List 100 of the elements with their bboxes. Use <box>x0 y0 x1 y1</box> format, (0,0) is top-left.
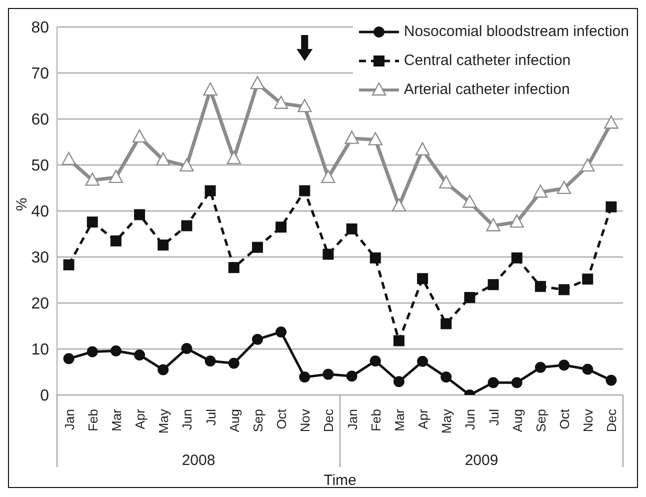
x-tick-label: Jun <box>462 409 478 430</box>
point <box>86 216 98 228</box>
point <box>368 132 382 146</box>
point <box>134 209 146 220</box>
point <box>346 370 358 382</box>
point <box>558 360 570 371</box>
x-tick-label: Feb <box>368 409 384 432</box>
y-tick-label: 80 <box>31 20 50 37</box>
point <box>392 198 406 212</box>
point <box>488 377 499 388</box>
legend-label: Nosocomial bloodstream infection <box>404 23 629 40</box>
point <box>181 343 192 354</box>
point <box>534 280 546 292</box>
y-tick-label: 70 <box>31 66 50 83</box>
x-tick-label: Sep <box>250 409 266 432</box>
y-tick-label: 20 <box>31 296 50 313</box>
text: 2008 <box>182 452 216 469</box>
point <box>156 152 170 166</box>
point <box>393 376 404 388</box>
x-tick-label: Aug <box>226 409 242 432</box>
point <box>606 201 617 212</box>
point <box>415 142 430 156</box>
x-tick-label: Jan <box>344 409 360 430</box>
point <box>203 82 218 96</box>
x-axis-title: Time <box>324 472 356 489</box>
point <box>417 356 428 367</box>
legend-label: Arterial catheter infection <box>404 81 570 98</box>
y-tick-label: 60 <box>31 112 50 129</box>
point <box>556 180 572 194</box>
x-tick-label: Jul <box>203 408 218 426</box>
x-tick-label: Oct <box>274 408 290 430</box>
y-tick-label: 10 <box>31 342 50 359</box>
point <box>204 185 216 196</box>
point <box>533 184 548 198</box>
x-tick-label: Apr <box>132 408 148 430</box>
point <box>606 374 617 386</box>
point <box>252 242 263 253</box>
x-tick-label: Jun <box>180 409 195 430</box>
point <box>274 96 288 109</box>
x-tick-label: Nov <box>580 408 596 432</box>
point <box>486 218 500 232</box>
y-axis-title: % <box>13 198 30 211</box>
point <box>464 292 476 303</box>
y-tick-label: 50 <box>31 158 50 175</box>
point <box>226 150 241 164</box>
point <box>158 364 169 376</box>
point <box>604 116 618 129</box>
point <box>462 194 477 208</box>
point <box>110 235 122 246</box>
point <box>181 220 192 232</box>
point <box>488 279 499 290</box>
legend-label: Central catheter infection <box>404 52 571 69</box>
point <box>510 214 524 228</box>
point <box>534 362 546 373</box>
y-tick-label: 0 <box>40 388 50 405</box>
point <box>62 152 76 166</box>
point <box>321 170 336 184</box>
point <box>228 358 240 369</box>
point <box>252 334 263 345</box>
point <box>346 223 358 234</box>
point <box>250 76 265 90</box>
x-tick-label: Nov <box>298 408 313 432</box>
point <box>511 377 522 388</box>
point <box>86 346 98 358</box>
y-tick-label: 30 <box>31 250 50 267</box>
point <box>299 185 310 196</box>
point <box>370 355 381 366</box>
x-tick-label: Jan <box>62 409 77 430</box>
x-tick-label: Mar <box>392 408 407 432</box>
point <box>322 248 334 260</box>
point <box>228 262 240 274</box>
x-tick-label: Mar <box>108 408 124 432</box>
y-tick-label: 40 <box>31 204 50 221</box>
point <box>440 372 452 383</box>
x-tick-label: Jul <box>486 408 502 426</box>
point <box>582 364 594 375</box>
point <box>180 158 194 172</box>
point <box>511 252 522 264</box>
x-tick-label: Dec <box>321 408 336 432</box>
point <box>63 259 74 270</box>
point <box>440 318 452 330</box>
x-tick-label: Dec <box>604 408 620 432</box>
x-tick-label: Oct <box>557 408 572 430</box>
point <box>204 355 216 366</box>
point <box>344 130 359 144</box>
point <box>393 335 404 346</box>
point <box>580 158 595 172</box>
text: 2009 <box>464 452 498 469</box>
point <box>299 372 310 383</box>
point <box>322 368 334 380</box>
point <box>110 345 122 356</box>
point <box>132 129 147 143</box>
point <box>276 222 287 233</box>
point <box>134 349 146 360</box>
x-tick-label: Sep <box>533 409 548 432</box>
x-tick-label: Apr <box>416 408 431 430</box>
point <box>417 273 428 284</box>
x-tick-label: Feb <box>85 409 100 432</box>
x-tick-label: May <box>439 408 454 434</box>
point <box>558 284 570 296</box>
